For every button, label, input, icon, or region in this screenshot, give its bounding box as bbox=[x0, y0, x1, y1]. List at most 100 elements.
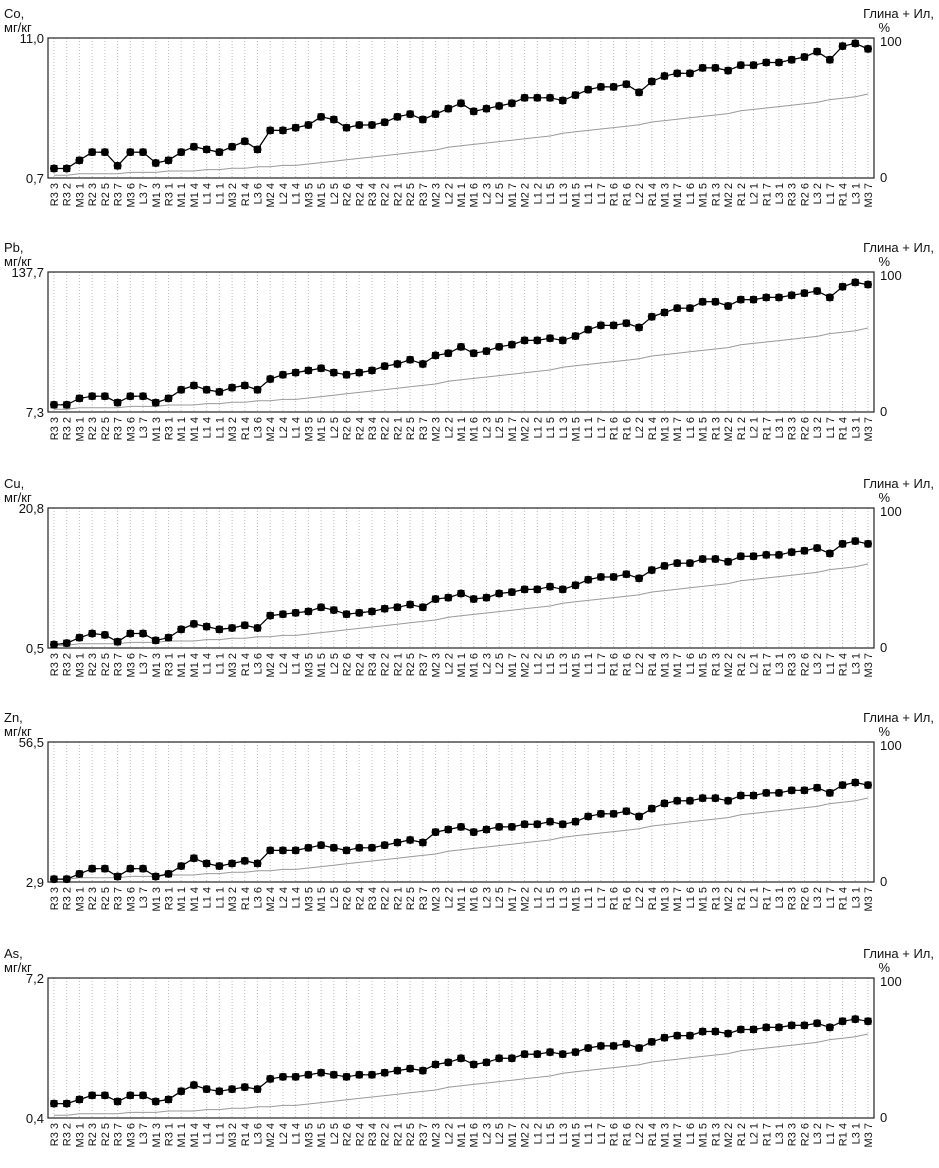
data-point-square bbox=[673, 304, 681, 312]
y2-tick-max: 100 bbox=[880, 268, 902, 283]
data-point-square bbox=[584, 1044, 592, 1052]
x-tick-label: L3 7 bbox=[138, 887, 150, 908]
data-point-square bbox=[839, 42, 847, 50]
data-point-square bbox=[521, 94, 529, 102]
data-point-square bbox=[610, 810, 618, 818]
x-tick-label: R1 7 bbox=[761, 417, 773, 440]
x-tick-label: R1 4 bbox=[647, 1123, 659, 1146]
data-point-square bbox=[381, 841, 389, 849]
x-tick-label: M1 4 bbox=[189, 417, 201, 441]
series-line-clay bbox=[54, 797, 869, 880]
x-tick-label: L2 5 bbox=[329, 1123, 341, 1144]
data-point-square bbox=[724, 558, 732, 566]
y-tick-max: 7,2 bbox=[26, 971, 44, 986]
x-tick-label: L1 1 bbox=[214, 417, 226, 438]
x-tick-label: L3 6 bbox=[253, 1123, 265, 1144]
data-point-square bbox=[177, 1087, 185, 1095]
data-point-square bbox=[164, 870, 172, 878]
x-tick-label: L1 4 bbox=[202, 417, 214, 438]
x-tick-label: R2 2 bbox=[380, 1123, 392, 1146]
x-tick-label: L1 5 bbox=[545, 417, 557, 438]
x-tick-label: L1 3 bbox=[558, 417, 570, 438]
data-point-square bbox=[317, 603, 325, 611]
x-tick-label: R3 7 bbox=[113, 1123, 125, 1146]
data-point-square bbox=[203, 145, 211, 153]
data-point-square bbox=[330, 1071, 338, 1079]
x-tick-label: L2 5 bbox=[329, 183, 341, 204]
data-point-square bbox=[317, 113, 325, 121]
x-tick-label: R2 6 bbox=[799, 417, 811, 440]
y2-axis-unit: % bbox=[878, 960, 890, 975]
data-point-square bbox=[864, 45, 872, 53]
data-point-square bbox=[292, 369, 300, 377]
data-point-square bbox=[152, 636, 160, 644]
x-tick-label: M1 6 bbox=[469, 417, 481, 441]
x-tick-label: R1 4 bbox=[647, 417, 659, 440]
x-tick-label: L2 4 bbox=[278, 887, 290, 908]
x-tick-label: M1 1 bbox=[176, 653, 188, 677]
x-tick-label: M1 4 bbox=[189, 653, 201, 677]
data-point-square bbox=[737, 552, 745, 560]
x-tick-label: R3 3 bbox=[49, 653, 61, 676]
x-tick-label: M2 3 bbox=[431, 1123, 443, 1147]
x-tick-label: M2 2 bbox=[520, 653, 532, 677]
x-tick-label: L2 2 bbox=[443, 653, 455, 674]
data-point-square bbox=[559, 97, 567, 105]
x-tick-label: M3 1 bbox=[74, 653, 86, 677]
x-tick-label: R2 6 bbox=[342, 417, 354, 440]
x-tick-label: M1 1 bbox=[456, 653, 468, 677]
data-point-square bbox=[126, 148, 134, 156]
data-point-square bbox=[762, 551, 770, 559]
y-tick-max: 56,5 bbox=[19, 735, 44, 750]
data-point-square bbox=[368, 121, 376, 129]
x-tick-label: R1 4 bbox=[838, 653, 850, 676]
x-tick-label: M1 5 bbox=[316, 653, 328, 677]
x-tick-label: R1 6 bbox=[621, 417, 633, 440]
data-point-square bbox=[686, 304, 694, 312]
x-tick-label: R2 5 bbox=[100, 887, 112, 910]
x-tick-label: R2 5 bbox=[405, 183, 417, 206]
x-tick-label: M1 3 bbox=[660, 653, 672, 677]
plot-frame bbox=[47, 741, 875, 883]
x-tick-label: L3 1 bbox=[774, 1123, 786, 1144]
x-tick-label: L2 1 bbox=[749, 653, 761, 674]
y-tick-min: 2,9 bbox=[26, 875, 44, 890]
x-tick-label: M1 6 bbox=[469, 1123, 481, 1147]
y-axis-label: Cu, bbox=[4, 476, 24, 491]
x-tick-label: M1 3 bbox=[660, 417, 672, 441]
x-tick-label: R3 3 bbox=[787, 417, 799, 440]
data-point-square bbox=[800, 53, 808, 61]
x-tick-label: L1 2 bbox=[532, 417, 544, 438]
data-point-square bbox=[648, 313, 656, 321]
data-point-square bbox=[266, 126, 274, 134]
x-tick-label: M1 3 bbox=[660, 887, 672, 911]
data-point-square bbox=[800, 1021, 808, 1029]
data-point-square bbox=[114, 399, 122, 407]
data-point-square bbox=[126, 1091, 134, 1099]
data-point-square bbox=[622, 80, 630, 88]
data-point-square bbox=[444, 1058, 452, 1066]
x-tick-label: M1 5 bbox=[570, 1123, 582, 1147]
x-tick-label: M3 2 bbox=[227, 183, 239, 207]
data-point-square bbox=[101, 1091, 109, 1099]
x-tick-label: L2 2 bbox=[634, 183, 646, 204]
x-tick-label: R3 1 bbox=[163, 417, 175, 440]
x-tick-label: L1 1 bbox=[583, 417, 595, 438]
data-point-square bbox=[190, 1081, 198, 1089]
data-point-square bbox=[597, 321, 605, 329]
data-point-square bbox=[546, 1048, 554, 1056]
y2-axis-label: Глина + Ил, bbox=[863, 6, 934, 21]
x-tick-label: R3 2 bbox=[62, 183, 74, 206]
data-point-square bbox=[622, 807, 630, 815]
data-point-square bbox=[139, 865, 147, 873]
x-tick-label: M1 7 bbox=[507, 653, 519, 677]
x-tick-label: R2 6 bbox=[342, 887, 354, 910]
data-point-square bbox=[164, 1095, 172, 1103]
data-point-square bbox=[266, 612, 274, 620]
x-tick-label: R3 3 bbox=[49, 1123, 61, 1146]
x-tick-label: M2 4 bbox=[265, 1123, 277, 1147]
data-point-square bbox=[203, 386, 211, 394]
data-point-square bbox=[495, 590, 503, 598]
data-point-square bbox=[622, 570, 630, 578]
